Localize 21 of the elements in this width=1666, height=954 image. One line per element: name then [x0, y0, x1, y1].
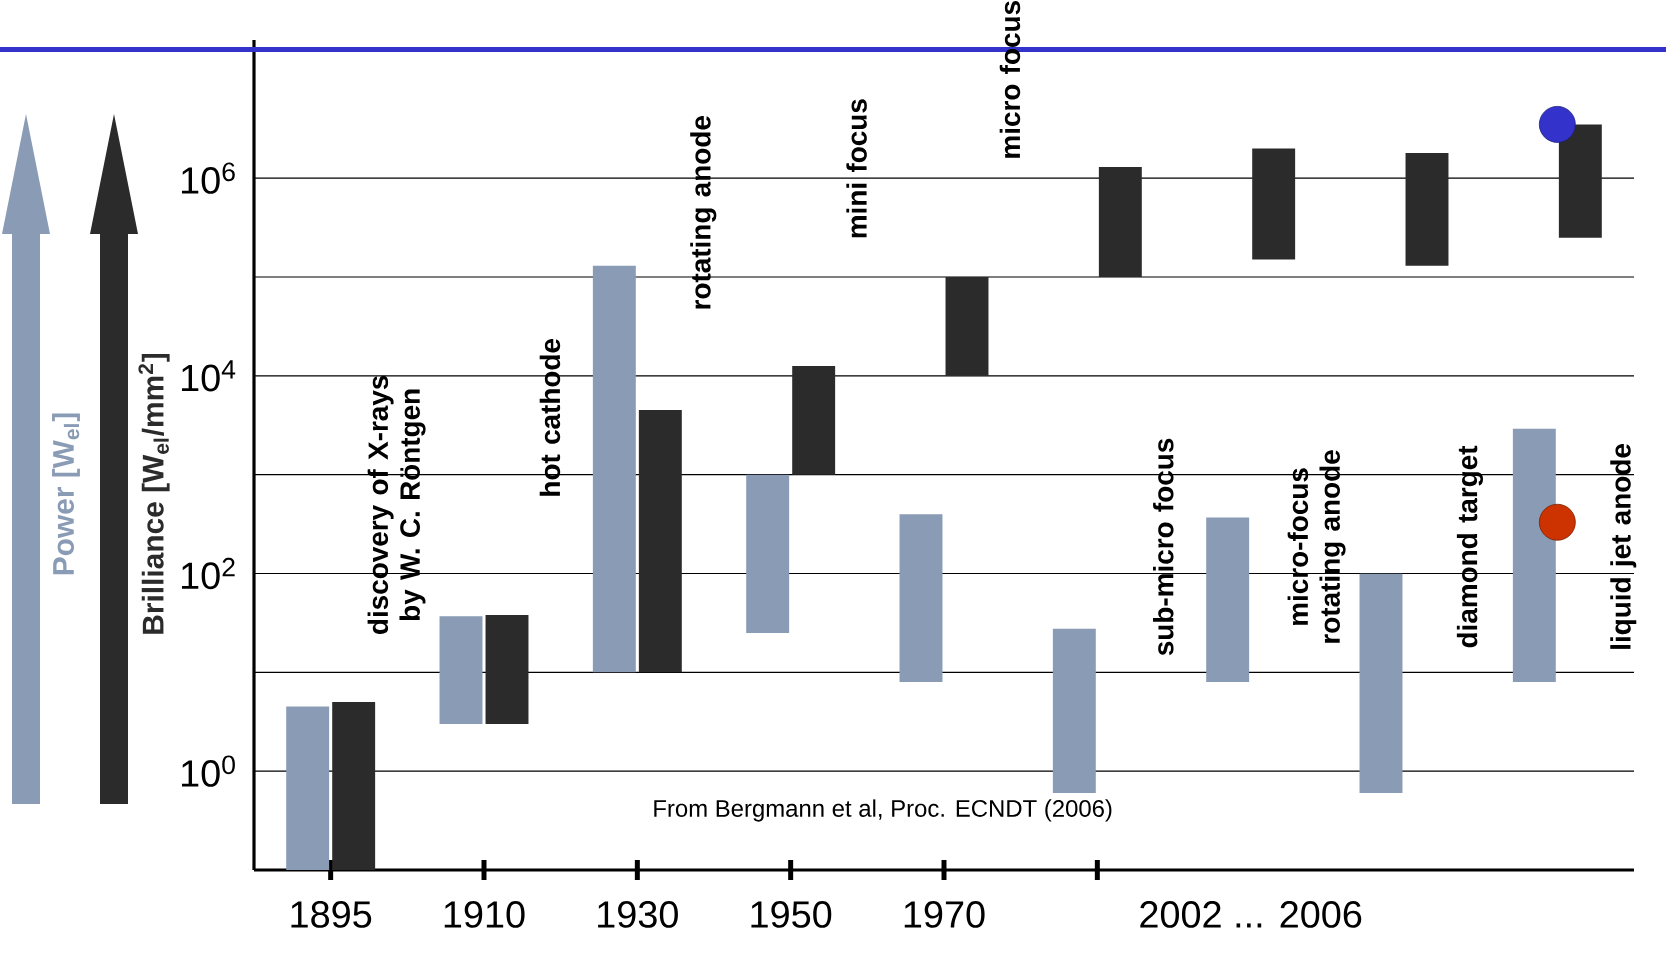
y-tick-label: 10$^{6}$	[181, 162, 235, 194]
text: 1910	[444, 901, 525, 928]
text: 1930	[598, 901, 678, 928]
x-tick-label: micro-focus rotating anode	[1287, 450, 1346, 643]
x-tick-label: mini focus	[846, 99, 867, 238]
x-tick-label: hot cathode	[539, 338, 561, 496]
text: 2002 ... 2006	[1140, 901, 1362, 928]
y-tick-label: 10$^{2}$	[181, 557, 235, 590]
annotation: From Bergmann et al, Proc. ECNDT (2006)	[654, 799, 1112, 822]
y-tick-label: 10$^{0}$	[181, 755, 235, 787]
x-tick-label: sub-micro focus	[1153, 438, 1174, 656]
text: 1950	[751, 901, 832, 928]
text: 1895	[291, 901, 372, 928]
x-tick-label: micro focus	[999, 1, 1021, 158]
text: 1970	[904, 901, 985, 928]
x-tick-label: diamond target	[1456, 445, 1483, 648]
y-tick-label: 10$^{4}$	[181, 360, 236, 392]
x-tick-label: liquid jet anode	[1610, 444, 1637, 649]
text: Brilliance [W$_{el}$/mm$^{2}$]	[138, 353, 170, 634]
text: Power [W$_{el}$]	[52, 413, 80, 575]
x-tick-label: rotating anode	[690, 116, 717, 309]
